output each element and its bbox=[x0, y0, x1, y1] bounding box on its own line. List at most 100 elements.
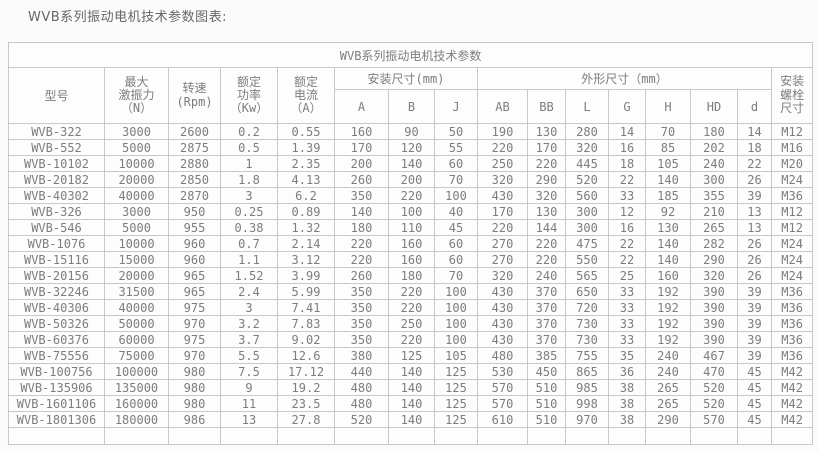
table-row: WVB-1601106 160000 980 11 23.5 480 140 125 570 51… bbox=[8, 395, 814, 412]
value-cell: 355 bbox=[690, 187, 738, 204]
value-cell: 270 bbox=[477, 235, 528, 252]
value-cell: M12 bbox=[770, 219, 814, 236]
value-cell: 9.02 bbox=[277, 331, 335, 348]
value-cell: 40000 bbox=[104, 187, 169, 204]
value-cell: 125 bbox=[434, 379, 478, 396]
value-cell: 975 bbox=[168, 299, 221, 316]
value-cell: 60 bbox=[434, 235, 478, 252]
value-cell: 440 bbox=[334, 363, 389, 380]
model-cell: WVB-326 bbox=[8, 203, 105, 220]
value-cell: 290 bbox=[527, 171, 566, 188]
empty-cell bbox=[334, 427, 389, 445]
value-cell: 18 bbox=[608, 155, 646, 172]
value-cell: 22 bbox=[737, 155, 772, 172]
table-row: WVB-20182 20000 2850 1.8 4.13 260 200 70 320 290 5… bbox=[8, 171, 814, 188]
value-cell: M36 bbox=[770, 347, 814, 364]
empty-cell bbox=[737, 427, 772, 445]
value-cell: 200 bbox=[388, 171, 435, 188]
value-cell: 26 bbox=[737, 171, 772, 188]
model-cell: WVB-60376 bbox=[8, 331, 105, 348]
value-cell: 90 bbox=[388, 123, 435, 140]
value-cell: 965 bbox=[168, 267, 221, 284]
value-cell: 120 bbox=[388, 139, 435, 156]
col-header-B: B bbox=[388, 89, 435, 124]
value-cell: 15000 bbox=[104, 251, 169, 268]
value-cell: 220 bbox=[388, 283, 435, 300]
value-cell: 240 bbox=[645, 347, 691, 364]
value-cell: 160 bbox=[334, 123, 389, 140]
value-cell: 2850 bbox=[168, 171, 221, 188]
value-cell: 60000 bbox=[104, 331, 169, 348]
table-row: WVB-135906 135000 980 9 19.2 480 140 125 570 510 9… bbox=[8, 379, 814, 396]
value-cell: 3.2 bbox=[220, 315, 278, 332]
value-cell: 430 bbox=[477, 299, 528, 316]
model-cell: WVB-32246 bbox=[8, 283, 105, 300]
value-cell: 45 bbox=[434, 219, 478, 236]
value-cell: 50 bbox=[434, 123, 478, 140]
value-cell: 6.2 bbox=[277, 187, 335, 204]
value-cell: 125 bbox=[434, 363, 478, 380]
value-cell: 220 bbox=[388, 187, 435, 204]
value-cell: 370 bbox=[527, 283, 566, 300]
value-cell: 100 bbox=[388, 203, 435, 220]
value-cell: 170 bbox=[334, 139, 389, 156]
value-cell: 38 bbox=[608, 379, 646, 396]
value-cell: 2870 bbox=[168, 187, 221, 204]
value-cell: 39 bbox=[737, 187, 772, 204]
table-row: WVB-20156 20000 965 1.52 3.99 260 180 70 320 240 5… bbox=[8, 267, 814, 284]
value-cell: 220 bbox=[334, 251, 389, 268]
empty-cell bbox=[434, 427, 478, 445]
value-cell: 5.99 bbox=[277, 283, 335, 300]
value-cell: 520 bbox=[565, 171, 609, 188]
col-header-bolt-size: 安装螺栓尺寸 bbox=[770, 67, 814, 124]
value-cell: 755 bbox=[565, 347, 609, 364]
value-cell: 265 bbox=[645, 379, 691, 396]
value-cell: M36 bbox=[770, 315, 814, 332]
value-cell: 730 bbox=[565, 331, 609, 348]
value-cell: 610 bbox=[477, 411, 528, 428]
value-cell: 2.35 bbox=[277, 155, 335, 172]
value-cell: 720 bbox=[565, 299, 609, 316]
col-group-install-dims: 安装尺寸(mm) bbox=[334, 67, 478, 90]
value-cell: 650 bbox=[565, 283, 609, 300]
value-cell: 85 bbox=[645, 139, 691, 156]
value-cell: 100 bbox=[434, 187, 478, 204]
value-cell: 192 bbox=[645, 315, 691, 332]
value-cell: 160 bbox=[388, 251, 435, 268]
value-cell: 2600 bbox=[168, 123, 221, 140]
value-cell: 2875 bbox=[168, 139, 221, 156]
value-cell: 13 bbox=[220, 411, 278, 428]
empty-cell bbox=[565, 427, 609, 445]
empty-cell bbox=[277, 427, 335, 445]
value-cell: 240 bbox=[645, 363, 691, 380]
table-title: WVB系列振动电机技术参数 bbox=[7, 42, 814, 68]
empty-cell bbox=[770, 427, 814, 445]
value-cell: 390 bbox=[690, 315, 738, 332]
value-cell: 180 bbox=[334, 219, 389, 236]
value-cell: 430 bbox=[477, 315, 528, 332]
value-cell: 140 bbox=[645, 251, 691, 268]
value-cell: 45 bbox=[737, 379, 772, 396]
value-cell: 955 bbox=[168, 219, 221, 236]
table-row: WVB-32246 31500 965 2.4 5.99 350 220 100 430 370 6… bbox=[8, 283, 814, 300]
value-cell: 7.83 bbox=[277, 315, 335, 332]
value-cell: 110 bbox=[388, 219, 435, 236]
value-cell: M42 bbox=[770, 395, 814, 412]
value-cell: 445 bbox=[565, 155, 609, 172]
value-cell: 3.12 bbox=[277, 251, 335, 268]
value-cell: 385 bbox=[527, 347, 566, 364]
value-cell: 240 bbox=[527, 267, 566, 284]
value-cell: 0.2 bbox=[220, 123, 278, 140]
value-cell: 570 bbox=[477, 379, 528, 396]
value-cell: 390 bbox=[690, 283, 738, 300]
model-cell: WVB-552 bbox=[8, 139, 105, 156]
value-cell: 170 bbox=[527, 139, 566, 156]
empty-cell bbox=[168, 427, 221, 445]
value-cell: 33 bbox=[608, 299, 646, 316]
value-cell: 26 bbox=[737, 267, 772, 284]
value-cell: 192 bbox=[645, 331, 691, 348]
value-cell: 980 bbox=[168, 379, 221, 396]
value-cell: 31500 bbox=[104, 283, 169, 300]
value-cell: 3000 bbox=[104, 123, 169, 140]
